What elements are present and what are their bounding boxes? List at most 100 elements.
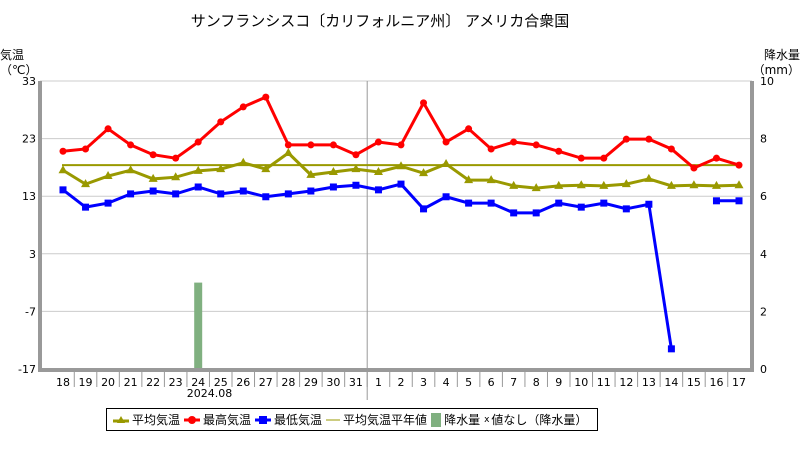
x-tick-label: 25 [214,376,228,389]
min-temp-point [667,345,675,353]
x-tick-label: 20 [101,376,115,389]
avg-temp-point [644,173,654,182]
left-tick-label: 33 [22,75,36,88]
avg-temp-point [464,175,474,184]
avg-temp-point [148,173,158,182]
max-temp-point [735,161,743,169]
right-axis-label-line2: （mm） [752,63,800,77]
left-axis-label-line1: 気温 [0,48,25,62]
left-tick-label: -17 [18,363,36,376]
max-temp-point [82,145,90,153]
x-tick-label: 12 [619,376,633,389]
min-temp-point [600,199,608,207]
min-temp-point [239,187,247,195]
left-tick-label: 23 [22,133,36,146]
right-tick-label: 6 [760,190,767,203]
max-temp-point [690,164,698,172]
x-tick-label: 24 [191,376,205,389]
avg-temp-point [81,179,91,188]
min-temp-point [420,205,428,213]
legend-normal-line-icon [326,419,341,420]
legend: 平均気温 最高気温 最低気温 平均気温平年値 降水量 x 値なし（降水量） [106,408,599,431]
x-tick-label: 22 [146,376,160,389]
avg-temp-point [666,180,676,189]
avg-temp-point [599,180,609,189]
min-temp-point [374,186,382,194]
legend-normal: 平均気温平年値 [343,413,428,427]
right-tick-label: 10 [760,75,774,88]
avg-temp-point [486,175,496,184]
x-tick-label: 15 [687,376,701,389]
min-temp-point [555,199,563,207]
legend-avg: 平均気温 [132,413,181,427]
avg-temp-point [328,167,338,176]
min-temp-point [127,190,135,198]
min-temp-point [397,180,405,188]
min-temp-point [262,193,270,201]
min-temp-point [352,181,360,189]
right-tick-label: 0 [760,363,767,376]
month-label: 2024.08 [187,387,233,400]
min-temp-point [465,199,473,207]
x-tick-label: 28 [281,376,295,389]
max-temp-point [172,154,180,162]
avg-temp-point [509,180,519,189]
min-temp-point [217,190,225,198]
avg-temp-point [238,157,248,166]
max-temp-point [420,99,428,107]
avg-temp-point [103,171,113,180]
left-axis-label: 気温 （℃） [0,48,37,78]
max-temp-point [442,138,450,146]
x-tick-label: 4 [443,376,450,389]
min-temp-point [59,186,67,194]
min-temp-point [577,203,585,211]
avg-temp-point [621,179,631,188]
avg-temp-point [396,161,406,170]
max-temp-point [712,154,720,162]
x-tick-label: 29 [304,376,318,389]
x-tick-label: 8 [533,376,540,389]
x-tick-label: 19 [79,376,93,389]
avg-temp-point [419,168,429,177]
left-axis-label-line2: （℃） [0,63,38,77]
max-temp-point [465,125,473,133]
right-tick-label: 4 [760,248,767,261]
legend-max: 最高気温 [203,413,252,427]
max-temp-point [622,135,630,143]
max-temp-point [532,141,540,149]
min-temp-point [622,205,630,213]
avg-temp-point [711,180,721,189]
max-temp-point [194,138,202,146]
x-tick-label: 16 [709,376,723,389]
max-temp-point [600,154,608,162]
max-temp-point [239,103,247,111]
min-temp-point [532,209,540,217]
max-temp-point [577,154,585,162]
x-tick-label: 26 [236,376,250,389]
max-temp-point [262,93,270,101]
legend-avg-marker-icon [113,415,129,423]
avg-temp-point [216,164,226,173]
avg-temp-point [441,158,451,167]
avg-temp-point [58,165,68,174]
avg-temp-point [576,180,586,189]
legend-no-value-mark: x [484,414,490,425]
x-tick-label: 1 [375,376,382,389]
x-tick-label: 21 [124,376,138,389]
max-temp-point [667,145,675,153]
avg-temp-point [689,180,699,189]
max-temp-point [374,138,382,146]
avg-temp-point [193,165,203,174]
x-tick-label: 18 [56,376,70,389]
min-temp-point [149,187,157,195]
min-temp-point [712,197,720,205]
min-temp-point [82,203,90,211]
max-temp-point [307,141,315,149]
max-temp-point [352,151,360,159]
max-temp-point [487,145,495,153]
max-temp-point [149,151,157,159]
right-tick-label: 8 [760,133,767,146]
x-tick-label: 14 [664,376,678,389]
avg-temp-point [554,180,564,189]
